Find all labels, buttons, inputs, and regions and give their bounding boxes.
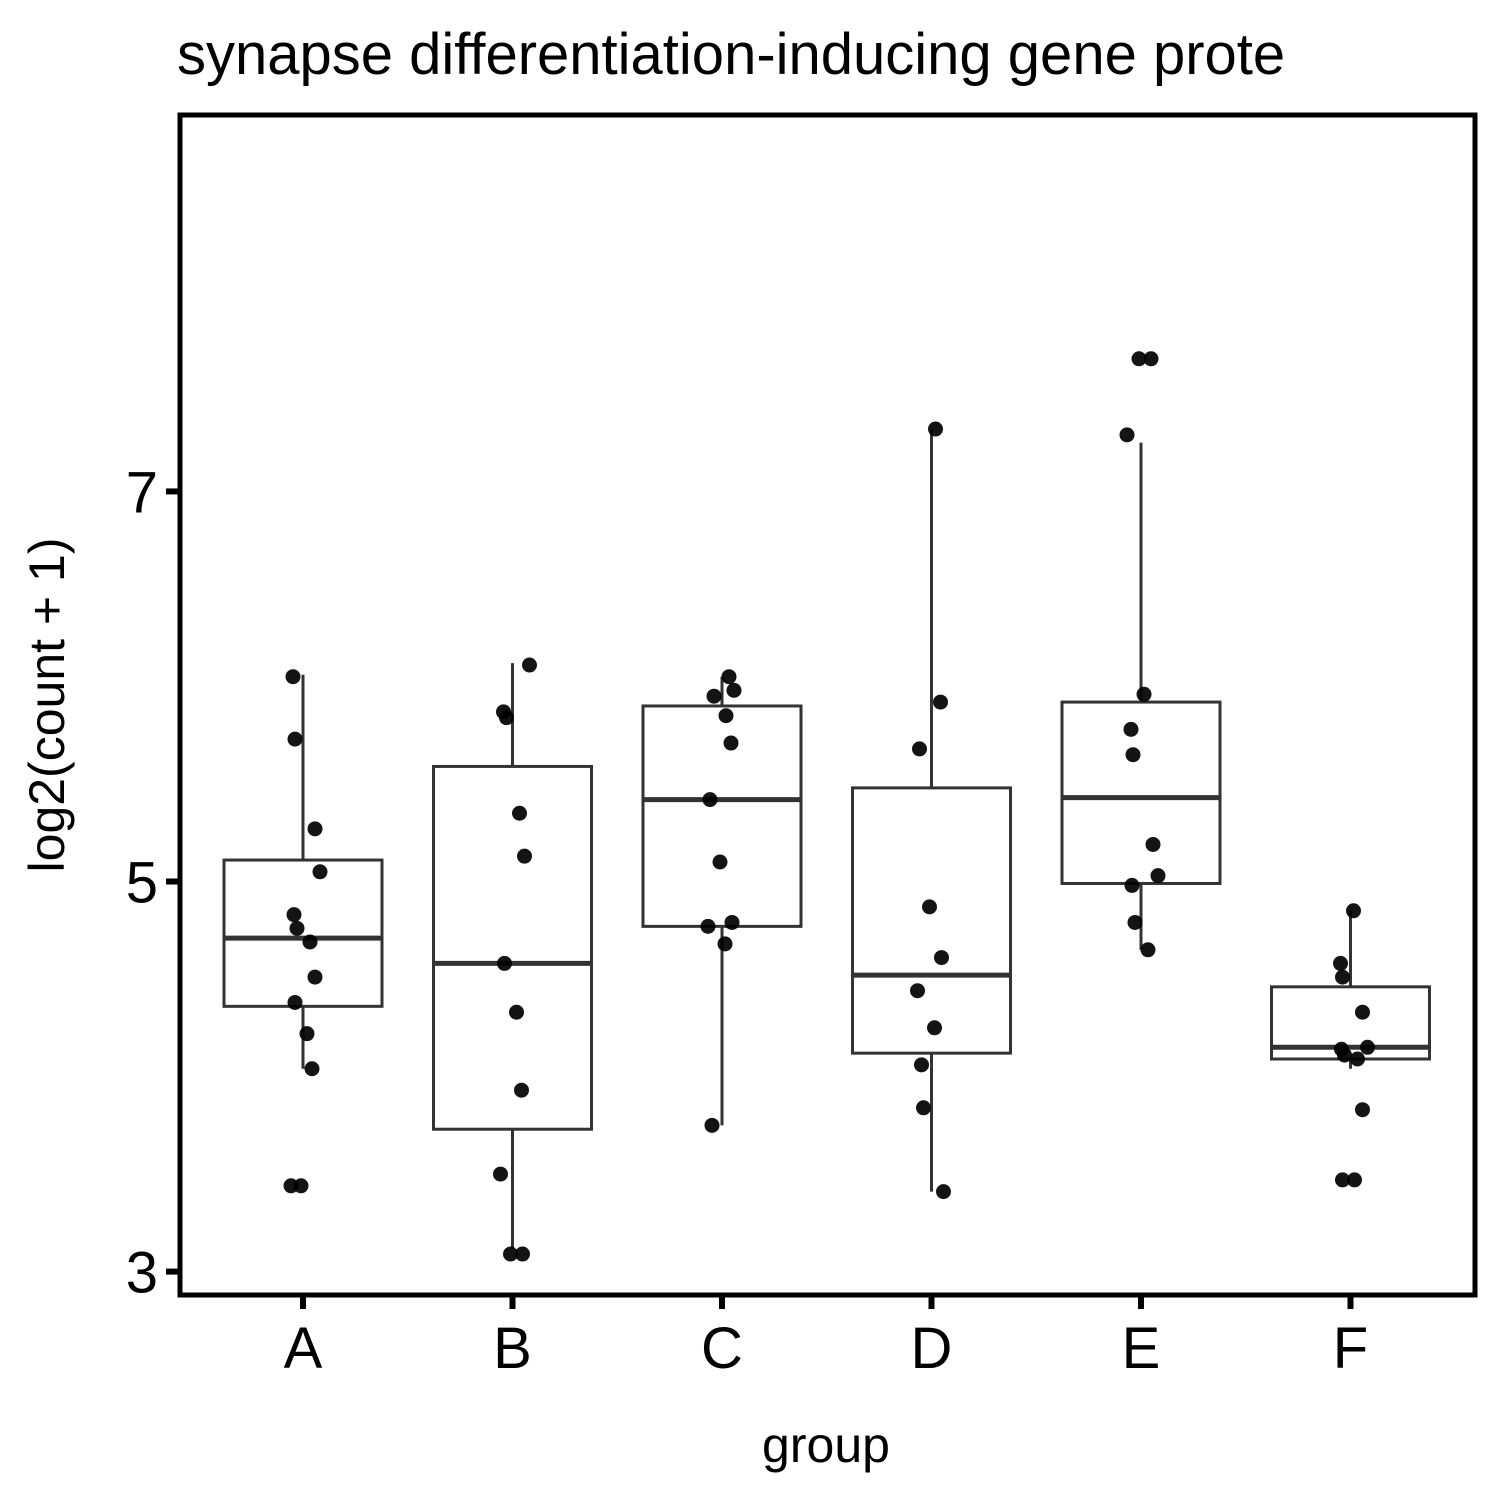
data-point (1145, 836, 1161, 852)
data-point (1355, 1004, 1370, 1020)
data-point (509, 1004, 524, 1020)
data-point (712, 854, 728, 870)
data-point (1346, 903, 1361, 919)
data-point (1124, 877, 1140, 893)
data-point (936, 1184, 951, 1200)
y-tick-label: 5 (126, 851, 158, 916)
data-point (286, 907, 302, 923)
data-point (307, 969, 323, 985)
data-point (1136, 686, 1152, 702)
data-point (724, 914, 740, 930)
data-point (1131, 351, 1147, 367)
points-layer (283, 351, 1375, 1262)
points-F (1333, 903, 1375, 1188)
data-point (1123, 721, 1139, 737)
data-point (302, 934, 318, 950)
iqr-box (851, 786, 1012, 1055)
data-point (517, 848, 532, 864)
data-point (1140, 942, 1156, 958)
data-point (1333, 955, 1348, 971)
data-point (717, 936, 733, 952)
box-A (222, 674, 384, 1069)
data-point (1125, 747, 1141, 763)
iqr-box (641, 704, 803, 928)
data-point (726, 682, 742, 698)
x-tick-label: E (1122, 1316, 1161, 1381)
data-point (1119, 427, 1135, 443)
y-tick-label: 7 (126, 460, 158, 525)
data-point (1150, 868, 1166, 884)
data-point (493, 1166, 508, 1182)
y-axis: 3 5 7 (126, 460, 180, 1306)
x-axis-title: group (762, 1417, 890, 1473)
data-point (1347, 1172, 1362, 1188)
points-B (493, 657, 537, 1262)
x-tick-label: D (911, 1316, 953, 1381)
box-C (641, 676, 803, 1126)
x-axis: A B C D E F (284, 1295, 1368, 1381)
x-tick-label: C (701, 1316, 743, 1381)
data-point (700, 918, 716, 934)
iqr-box (222, 858, 384, 1008)
data-point (1350, 1051, 1365, 1067)
data-point (927, 1020, 942, 1036)
data-point (503, 1246, 518, 1262)
y-tick-label: 3 (126, 1241, 158, 1306)
box-D (851, 429, 1012, 1192)
iqr-box (1060, 700, 1222, 885)
x-tick-label: F (1333, 1316, 1368, 1381)
data-point (916, 1100, 931, 1116)
box-E (1060, 442, 1222, 950)
data-point (933, 694, 948, 710)
data-point (293, 1178, 309, 1194)
data-point (1335, 1172, 1350, 1188)
data-point (910, 983, 925, 999)
data-point (499, 710, 514, 726)
data-point (706, 688, 722, 704)
data-point (289, 920, 305, 936)
data-point (287, 731, 303, 747)
points-E (1119, 351, 1166, 958)
data-point (1127, 914, 1143, 930)
plot-frame (177, 112, 1478, 1298)
data-point (312, 864, 328, 880)
data-point (522, 657, 537, 673)
data-point (1360, 1039, 1375, 1055)
x-tick-label: B (493, 1316, 532, 1381)
data-point (515, 1246, 530, 1262)
data-point (934, 950, 949, 966)
data-point (704, 1117, 720, 1133)
chart-title: synapse differentiation-inducing gene pr… (177, 22, 1285, 87)
data-point (721, 669, 737, 685)
box-F (1270, 910, 1431, 1069)
data-point (1143, 351, 1159, 367)
data-point (514, 1082, 529, 1098)
data-point (928, 421, 943, 437)
data-point (922, 899, 937, 915)
data-point (1355, 1102, 1370, 1118)
boxes-layer (222, 429, 1431, 1249)
data-point (285, 669, 301, 685)
data-point (914, 1057, 929, 1073)
box-B (432, 663, 593, 1249)
data-point (723, 735, 739, 751)
data-point (307, 821, 323, 837)
data-point (1335, 969, 1350, 985)
y-axis-title: log2(count + 1) (19, 538, 75, 873)
data-point (304, 1061, 320, 1077)
data-point (718, 708, 734, 724)
data-point (497, 955, 512, 971)
points-C (700, 669, 742, 1133)
data-point (702, 792, 718, 808)
data-point (299, 1026, 315, 1042)
data-point (512, 805, 527, 821)
data-point (912, 741, 927, 757)
x-tick-label: A (284, 1316, 323, 1381)
points-D (910, 421, 951, 1200)
iqr-box (432, 764, 593, 1131)
data-point (1337, 1047, 1352, 1063)
points-A (283, 669, 328, 1194)
data-point (287, 994, 303, 1010)
